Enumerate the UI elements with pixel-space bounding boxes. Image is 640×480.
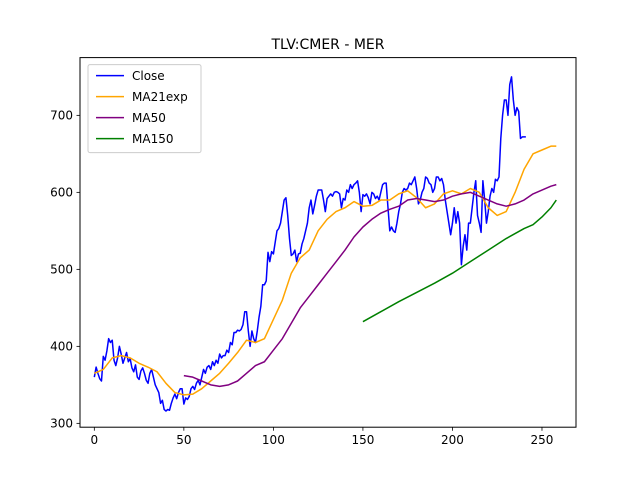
legend-label-ma21exp: MA21exp <box>132 90 188 104</box>
legend-label-ma50: MA50 <box>132 111 166 125</box>
legend-label-close: Close <box>132 69 165 83</box>
plot-area <box>79 57 577 428</box>
series-layer <box>93 76 557 412</box>
series-line-ma150 <box>362 199 557 323</box>
y-tick-label: 400 <box>50 339 73 353</box>
legend-label-ma150: MA150 <box>132 132 173 146</box>
legend: Close MA21exp MA50 MA150 <box>87 64 202 154</box>
y-axis: 300 400 500 600 700 <box>50 108 80 430</box>
y-tick-label: 300 <box>50 416 73 430</box>
x-tick-label: 250 <box>531 433 554 447</box>
series-line-ma50 <box>183 183 557 388</box>
x-tick-label: 150 <box>351 433 374 447</box>
x-tick-label: 50 <box>176 433 191 447</box>
x-tick-label: 0 <box>91 433 99 447</box>
legend-box <box>87 64 202 154</box>
y-tick-label: 700 <box>50 108 73 122</box>
chart-title: TLV:CMER - MER <box>271 37 385 53</box>
x-tick-label: 100 <box>262 433 285 447</box>
series-line-close <box>93 76 526 412</box>
x-tick-label: 200 <box>441 433 464 447</box>
y-tick-label: 600 <box>50 185 73 199</box>
x-axis: 0 50 100 150 200 250 <box>91 427 554 447</box>
y-tick-label: 500 <box>50 262 73 276</box>
